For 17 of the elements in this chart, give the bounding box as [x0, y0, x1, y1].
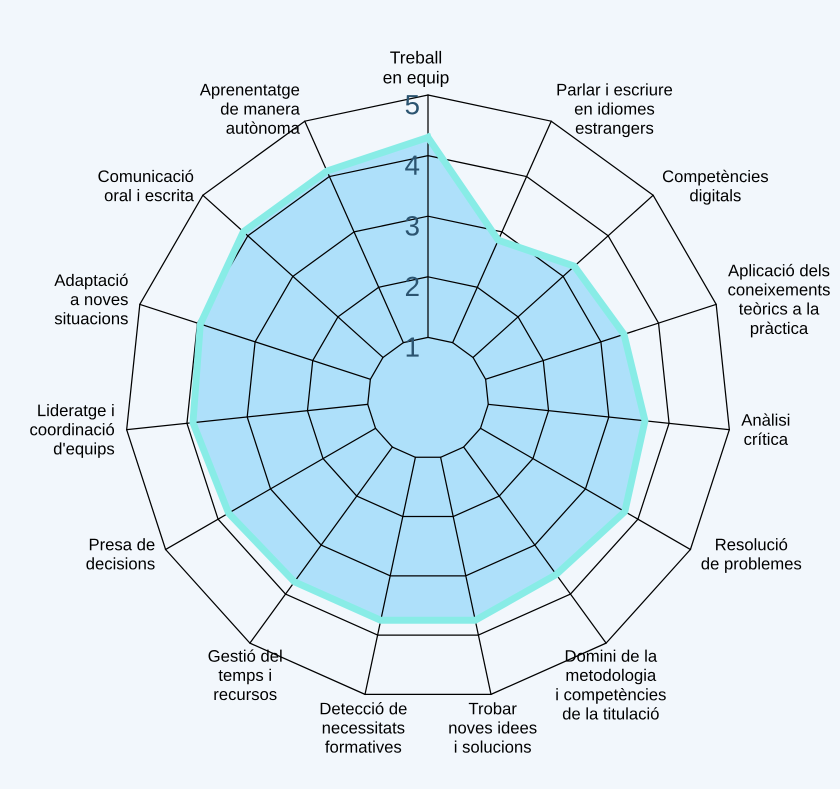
spoke-label: Trobar noves idees i solucions — [449, 702, 537, 753]
spoke-label: Comunicació oral i escrita — [98, 170, 194, 202]
y-tick-label: 3 — [406, 216, 419, 236]
spoke-label: Presa de decisions — [86, 538, 155, 570]
spoke-label: Resolució de problemes — [702, 538, 802, 573]
spoke-label: Lideratge i coordinació d'equips — [30, 404, 114, 458]
spoke-label: Aplicació dels coneixements teòrics a la pràctica — [728, 264, 830, 338]
spoke-label: Detecció de necessitats formatives — [320, 702, 407, 753]
y-tick-label: 1 — [406, 337, 419, 357]
spoke-label: Competències digitals — [662, 170, 768, 205]
y-tick-label: 4 — [405, 156, 420, 175]
spoke-label: Treball en equip — [383, 50, 449, 87]
y-tick-label: 2 — [406, 276, 419, 296]
spoke-label: Parlar i escriure en idiomes estrangers — [557, 83, 672, 138]
spoke-label: Anàlisi crítica — [741, 413, 790, 445]
spoke-label: Adaptació a noves situacions — [54, 274, 128, 324]
y-tick-label: 5 — [406, 95, 419, 114]
